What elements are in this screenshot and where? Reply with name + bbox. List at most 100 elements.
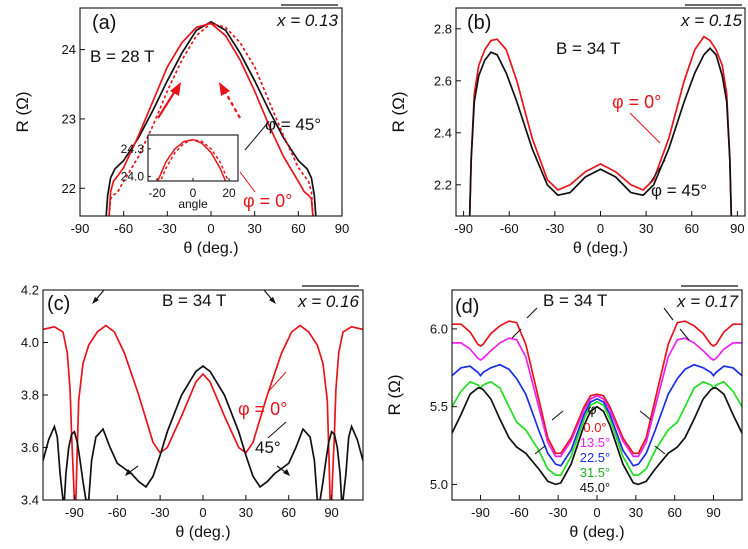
panel-d-xtick-label-3: 0 — [593, 505, 600, 520]
panel-c-arrowhead-3 — [125, 469, 132, 476]
panel-c-ytick-label-3: 4.0 — [21, 335, 39, 350]
panel-c-xlabel: θ (deg.) — [175, 524, 230, 541]
panel-c-xtick-label-5: 60 — [281, 505, 295, 520]
panel-b-xtick-label-4: 30 — [639, 221, 653, 236]
panel-c-xtick-label-6: 90 — [324, 505, 338, 520]
panel-c-arrowhead-1 — [92, 297, 99, 304]
panel-b-annotation-45: φ = 45° — [651, 181, 707, 200]
panel-b-xtick-label-2: -30 — [545, 221, 564, 236]
panel-b-ytick-label-0: 2.2 — [434, 177, 452, 192]
panel-a-xtick-label-5: 60 — [291, 221, 305, 236]
panel-d-xtick-label-2: -30 — [549, 505, 568, 520]
panel-d-label: (d) — [455, 296, 479, 318]
panel-d-legend-2: 22.5° — [580, 450, 611, 465]
panel-a-inset-ytick-label-0: 24.0 — [121, 170, 145, 184]
panel-a-field: B = 28 T — [90, 47, 154, 66]
panel-a-inset-xtick-label-1: 0 — [190, 186, 197, 200]
panel-d-legend-1: 13.5° — [580, 435, 611, 450]
panel-a-axes-frame — [79, 7, 343, 217]
panel-c-xtick-label-0: -90 — [65, 505, 84, 520]
panel-c-series-0 — [43, 324, 363, 500]
panel-b-label: (b) — [467, 12, 491, 34]
panel-a-inset-xtick-label-2: 20 — [222, 186, 236, 200]
panel-c-annotation-45: 45° — [255, 438, 281, 457]
panel-d-series-0 — [452, 320, 742, 455]
panel-a-leader-0 — [239, 171, 256, 193]
panel-a-xlabel: θ (deg.) — [183, 240, 238, 257]
panel-d: -90 -60 -30 0 30 60 90 5.0 5.5 6.0 θ (deg.) R (Ω) (… — [385, 285, 743, 541]
panel-a-inset-series-1 — [159, 138, 230, 181]
panel-b-leader-45 — [649, 159, 666, 184]
panel-d-series-4 — [452, 387, 742, 486]
panel-a-ylabel: R (Ω) — [13, 91, 32, 132]
panel-d-arrow-7 — [639, 410, 652, 421]
panel-d-legend-4: 45.0° — [580, 480, 611, 495]
panel-b-field: B = 34 T — [556, 39, 620, 58]
panel-d-arrow-1 — [526, 307, 538, 319]
panel-a-leader-45 — [244, 124, 267, 151]
panel-a-xtick-label-2: -30 — [158, 221, 177, 236]
panel-d-ytick-label-2: 6.0 — [430, 321, 448, 336]
panel-d-composition: x = 0.17 — [676, 292, 739, 311]
panel-c-field: B = 34 T — [162, 291, 226, 310]
panel-d-ytick-label-1: 5.5 — [430, 399, 448, 414]
panel-d-xtick-label-5: 60 — [667, 505, 681, 520]
panel-b-ytick-label-3: 2.8 — [434, 21, 452, 36]
panel-c-arrowhead-4 — [283, 469, 290, 476]
panel-d-xlabel: θ (deg.) — [569, 524, 624, 541]
panel-d-arrow-3 — [551, 410, 564, 421]
panel-a-annotation-45: φ = 45° — [265, 115, 321, 134]
panel-b-ytick-label-1: 2.4 — [434, 125, 452, 140]
panel-c-composition: x = 0.16 — [297, 292, 360, 311]
panel-a-sweep-arrowhead-down — [219, 82, 230, 96]
panel-c-series-1 — [43, 365, 363, 500]
panel-d-legend-0: 0.0° — [583, 420, 606, 435]
panel-a-label: (a) — [92, 12, 116, 34]
panel-d-arrow-6 — [679, 328, 690, 341]
panel-d-arrow-8 — [654, 445, 666, 455]
panel-d-feature-arrows — [511, 307, 690, 455]
panel-d-series-2 — [452, 363, 742, 467]
panel-d-ytick-label-0: 5.0 — [430, 477, 448, 492]
panel-a-series-2 — [108, 22, 314, 216]
panel-c-xtick-label-4: 30 — [239, 505, 253, 520]
panel-b-series-1 — [468, 47, 733, 216]
panel-b-annotation-0: φ = 0° — [612, 92, 661, 112]
panel-b-composition: x = 0.15 — [680, 11, 743, 30]
panel-d-legend-3: 31.5° — [580, 465, 611, 480]
panel-c-xtick-label-3: 0 — [199, 505, 206, 520]
panel-b-xtick-label-3: 0 — [597, 221, 604, 236]
panel-c-label: (c) — [47, 293, 70, 315]
panel-d-legend: 0.0° 13.5° 22.5° 31.5° 45.0° — [580, 420, 611, 495]
panel-a-xtick-label-0: -90 — [71, 221, 90, 236]
panel-a-xtick-label-3: 0 — [207, 221, 214, 236]
panel-d-xtick-label-6: 90 — [706, 505, 720, 520]
panel-a-inset-xtick-label-0: -20 — [148, 186, 166, 200]
panel-b-xtick-label-1: -60 — [500, 221, 519, 236]
panel-d-arrow-4 — [534, 445, 546, 455]
panel-d-arrow-2 — [511, 328, 522, 339]
panel-b-series-0 — [468, 35, 733, 216]
panel-d-arrow-5 — [663, 307, 674, 321]
panel-d-xtick-label-0: -90 — [471, 505, 490, 520]
panel-c-ytick-label-2: 3.8 — [21, 388, 39, 403]
panel-a-xtick-label-6: 90 — [335, 221, 349, 236]
panel-b: -90 -60 -30 0 30 60 90 2.2 2.4 2.6 2.8 θ (deg.) R (Ω… — [389, 4, 746, 257]
panel-a-ytick-label-0: 22 — [62, 181, 76, 196]
panel-a-inset-series-0 — [156, 138, 227, 181]
panel-c-ytick-label-1: 3.6 — [21, 440, 39, 455]
panel-a-composition: x = 0.13 — [276, 11, 339, 30]
panel-d-xtick-label-1: -60 — [510, 505, 529, 520]
panel-c-xtick-label-2: -30 — [151, 505, 170, 520]
panel-a-inset-xlabel: angle — [178, 197, 208, 211]
panel-b-leader-0 — [629, 112, 661, 144]
panel-a-inset-ytick-label-1: 24.3 — [121, 142, 145, 156]
panel-b-ylabel: R (Ω) — [389, 91, 408, 132]
panel-b-xtick-label-0: -90 — [454, 221, 473, 236]
panel-c-arrowhead-2 — [269, 297, 276, 304]
panel-c-xtick-label-1: -60 — [108, 505, 127, 520]
panel-c-ytick-label-4: 4.2 — [21, 283, 39, 298]
